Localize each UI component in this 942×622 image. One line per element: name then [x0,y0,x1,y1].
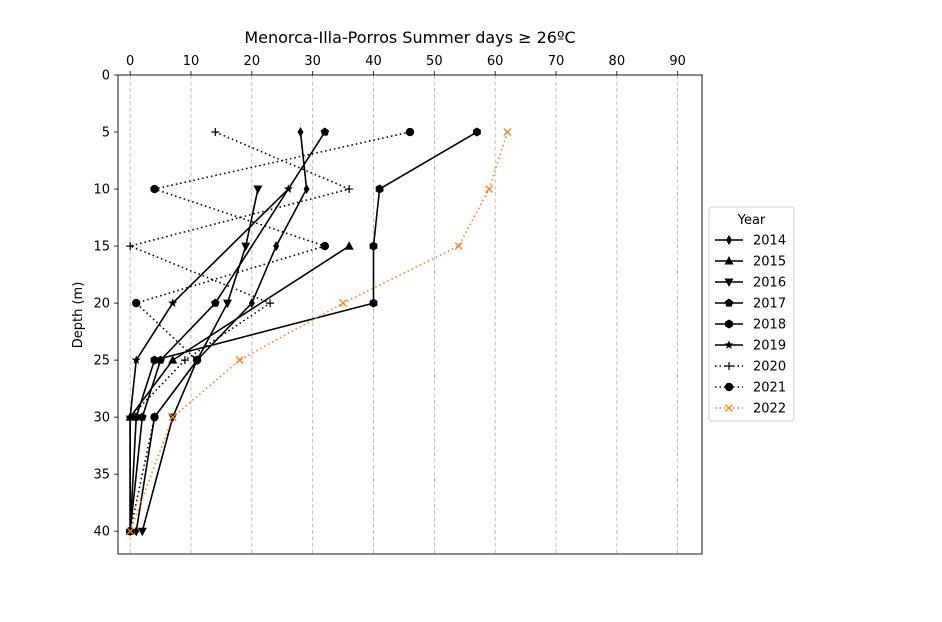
series-marker [137,527,147,537]
series-marker [138,412,147,421]
x-tick-label: 10 [183,54,200,69]
series-marker [320,127,330,136]
series-marker [223,299,232,309]
x-tick-label: 90 [669,54,686,69]
series-marker [375,184,384,194]
x-tick-label: 20 [244,54,261,69]
legend-label-2020: 2020 [753,360,786,375]
series-marker [235,356,244,365]
series-marker [339,299,348,308]
series-marker [126,242,135,251]
series-marker [180,356,189,365]
x-tick-label: 30 [304,54,321,69]
legend-title: Year [737,213,766,228]
legend-label-2018: 2018 [753,318,786,333]
series-marker [369,298,378,308]
y-axis-label: Depth (m) [71,282,86,349]
series-marker [168,298,178,307]
series-marker [126,413,135,422]
series-marker [126,527,135,536]
series-marker [133,526,140,537]
series-marker [297,127,304,138]
series-marker [344,241,354,250]
y-tick-label: 10 [93,183,110,198]
y-tick-label: 15 [93,240,110,255]
y-tick-label: 30 [93,411,110,426]
series-marker [725,404,733,412]
series-marker [211,298,220,307]
legend-label-2022: 2022 [753,402,786,417]
legend-label-2014: 2014 [753,234,786,249]
x-tick-label: 40 [365,54,382,69]
series-marker [273,241,280,252]
series-line-2016 [141,188,259,532]
series-marker [369,241,378,251]
series-marker [241,242,251,252]
series-marker [303,184,310,195]
y-tick-label: 0 [102,69,110,84]
series-marker [725,319,733,329]
series-marker [253,185,263,195]
series-marker [726,235,732,245]
legend-label-2017: 2017 [753,297,786,312]
series-marker [150,184,159,194]
series-marker [168,413,177,422]
series-marker [150,412,159,422]
series-marker [725,362,733,370]
series-marker [405,127,415,137]
y-tick-label: 20 [93,297,110,312]
series-marker [724,382,734,392]
series-marker [266,299,275,308]
series-marker [132,412,141,422]
series-marker [150,355,159,365]
series-marker [724,278,734,287]
series-marker [503,128,512,136]
legend-label-2015: 2015 [753,255,786,270]
series-marker [454,242,463,251]
chart-title: Menorca-Illa-Porros Summer days ≥ 26ºC [244,28,575,47]
series-marker [320,241,330,251]
legend-label-2019: 2019 [753,339,786,354]
plot-area: 0 10 20 30 40 50 60 70 80 90 0 5 10 15 20 25 30 35 40 [93,54,703,555]
series-marker [473,127,481,137]
series-marker [211,128,220,137]
x-tick-label: 80 [609,54,626,69]
x-tick-label: 0 [126,54,134,69]
legend: Year 2014 2015 2016 2017 2018 2019 2020 2021 2022 [708,206,795,422]
series-marker [192,355,202,365]
series-marker [724,298,734,307]
series-marker [724,256,734,265]
x-tick-label: 50 [426,54,443,69]
legend-label-2016: 2016 [753,276,786,291]
series-marker [248,298,255,309]
series-marker [131,355,141,364]
series-marker [485,185,494,194]
y-tick-label: 35 [93,468,110,483]
y-tick-label: 5 [102,126,110,141]
x-tick-label: 70 [548,54,565,69]
y-tick-label: 40 [93,525,110,540]
y-tick-label: 25 [93,354,110,369]
series-marker [724,340,734,349]
legend-label-2021: 2021 [753,381,786,396]
x-tick-label: 60 [487,54,504,69]
series-marker [132,298,141,308]
series-marker [168,355,178,364]
series-marker [345,185,354,194]
series-marker [283,184,293,193]
axes-frame [117,74,703,555]
